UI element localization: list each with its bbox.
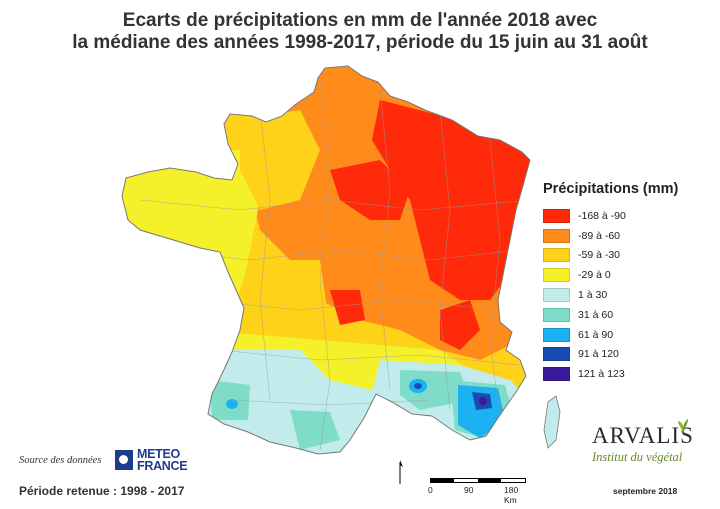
legend-swatch (543, 208, 570, 223)
scale-tick-180: 180 Km (504, 485, 519, 505)
legend-swatch (543, 228, 570, 243)
legend-label: 1 à 30 (578, 289, 608, 302)
legend-item: 91 à 120 (543, 345, 713, 365)
legend-label: -168 à -90 (578, 209, 626, 222)
scale-tick-0: 0 (428, 485, 433, 495)
legend-swatch (543, 347, 570, 362)
meteo-france-logo: METEO FRANCE (115, 447, 188, 473)
legend-swatch (543, 327, 570, 342)
title-line-2: la médiane des années 1998-2017, période… (72, 32, 648, 53)
legend-item: -89 à -60 (543, 226, 713, 246)
corsica (543, 395, 561, 449)
period-label: Période retenue : 1998 - 2017 (19, 484, 185, 498)
leaf-icon (678, 419, 688, 436)
legend-label: 61 à 90 (578, 328, 614, 341)
legend-label: 31 à 60 (578, 308, 614, 321)
publication-date: septembre 2018 (613, 486, 678, 496)
arvalis-logo: ARVALIS Institut du végétal (592, 419, 702, 465)
legend-item: -168 à -90 (543, 206, 713, 226)
legend-label: -89 à -60 (578, 229, 621, 242)
arvalis-subtitle: Institut du végétal (592, 450, 683, 464)
legend-title: Précipitations (mm) (543, 181, 679, 197)
legend-swatch (543, 268, 570, 283)
legend-label: -59 à -30 (578, 249, 621, 262)
legend-label: -29 à 0 (578, 269, 611, 282)
title-line-1: Ecarts de précipitations en mm de l'anné… (122, 10, 598, 31)
legend-swatch (543, 248, 570, 263)
map-title: Ecarts de précipitations en mm de l'anné… (0, 10, 720, 54)
legend-item: -59 à -30 (543, 246, 713, 266)
north-arrow-icon (399, 460, 403, 484)
legend-swatch (543, 288, 570, 303)
legend-item: 1 à 30 (543, 285, 713, 305)
legend-swatch (543, 307, 570, 322)
meteo-line-2: FRANCE (137, 459, 188, 473)
legend-label: 121 à 123 (578, 368, 625, 381)
legend-swatch (543, 367, 570, 382)
legend-item: 31 à 60 (543, 305, 713, 325)
scale-tick-90: 90 (464, 485, 474, 495)
department-borders (139, 79, 530, 451)
precipitation-zones (122, 66, 530, 454)
legend-item: 121 à 123 (543, 364, 713, 384)
meteo-france-logo-icon (115, 450, 133, 470)
meteo-line-1: METEO (137, 447, 180, 461)
legend-item: 61 à 90 (543, 325, 713, 345)
legend-item: -29 à 0 (543, 265, 713, 285)
data-source-label: Source des données (19, 455, 102, 466)
arvalis-name: ARVALIS (592, 423, 694, 448)
legend: Précipitations (mm) -168 à -90 -89 à -60 -… (543, 181, 713, 384)
legend-label: 91 à 120 (578, 348, 619, 361)
